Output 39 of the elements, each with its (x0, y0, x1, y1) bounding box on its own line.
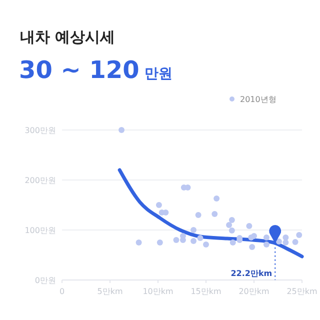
point (246, 223, 252, 229)
point (156, 240, 163, 246)
point (214, 196, 220, 202)
point (203, 242, 209, 248)
y-tick-label: 200만원 (24, 176, 56, 185)
point (212, 211, 218, 217)
point (173, 237, 180, 243)
y-tick-label: 100만원 (24, 226, 56, 235)
point (195, 212, 202, 218)
chart-title: 내차 예상시세 (20, 28, 116, 46)
point (118, 127, 125, 133)
point (228, 217, 235, 223)
point (230, 240, 236, 246)
point (263, 242, 270, 248)
point (228, 228, 235, 234)
y-tick-label: 0만원 (34, 276, 56, 285)
point (296, 232, 302, 238)
point (263, 234, 270, 240)
chart-subtitle: 30 ~ 120 만원 (19, 56, 172, 84)
y-tick-label: 300만원 (24, 126, 56, 135)
point (249, 244, 256, 250)
point (276, 238, 282, 244)
x-tick-label: 0 (59, 287, 65, 296)
point (190, 238, 197, 244)
point (251, 233, 257, 239)
x-tick-label: 15만km (190, 287, 222, 296)
x-tick-label: 5만km (97, 287, 123, 296)
legend-label: 2010년형 (240, 95, 276, 104)
point (226, 222, 232, 228)
point (197, 235, 204, 241)
point (190, 227, 197, 233)
x-tick-label: 10만km (142, 287, 174, 296)
point (282, 240, 289, 246)
x-tick-label: 25만km (286, 287, 318, 296)
x-tick-label: 20만km (238, 287, 270, 296)
ref-line-label: 22.2만km (230, 269, 272, 278)
point (136, 240, 142, 246)
point (156, 202, 162, 208)
point (292, 239, 298, 245)
